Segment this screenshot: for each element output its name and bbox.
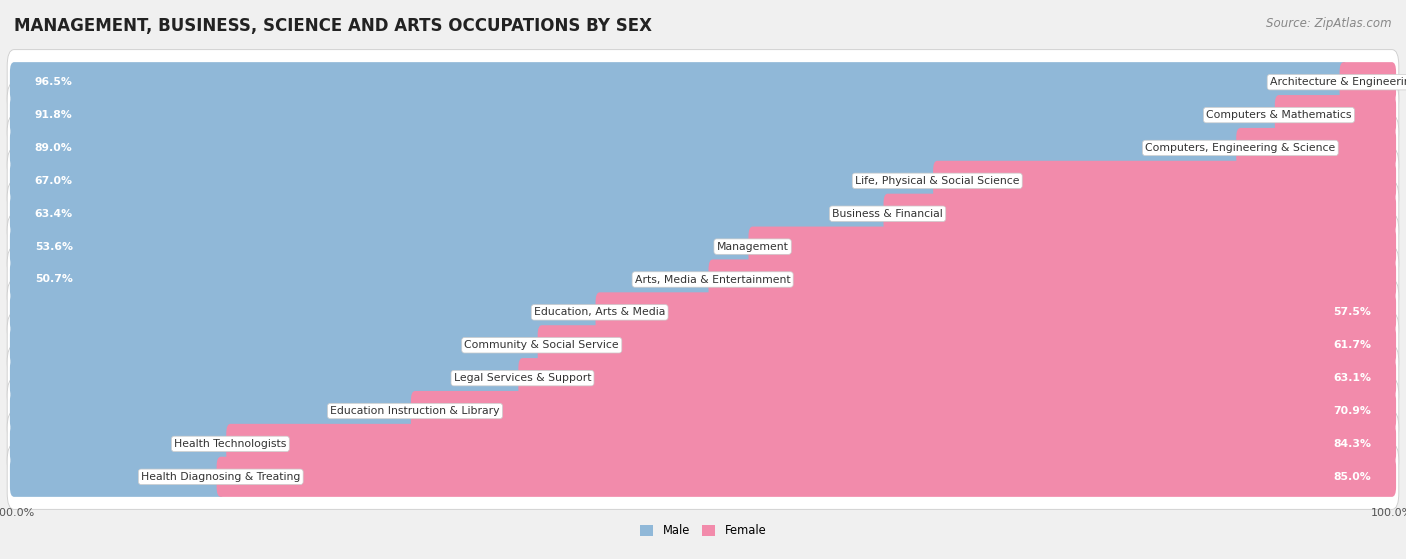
FancyBboxPatch shape <box>7 247 1399 312</box>
FancyBboxPatch shape <box>7 280 1399 345</box>
Text: Business & Financial: Business & Financial <box>832 209 943 219</box>
FancyBboxPatch shape <box>7 312 1399 378</box>
Text: 67.0%: 67.0% <box>35 176 73 186</box>
FancyBboxPatch shape <box>7 83 1399 148</box>
Text: Architecture & Engineering: Architecture & Engineering <box>1270 77 1406 87</box>
FancyBboxPatch shape <box>10 161 942 201</box>
FancyBboxPatch shape <box>10 128 1244 168</box>
FancyBboxPatch shape <box>10 391 419 431</box>
Text: Arts, Media & Entertainment: Arts, Media & Entertainment <box>636 274 790 285</box>
FancyBboxPatch shape <box>10 358 527 398</box>
Text: Legal Services & Support: Legal Services & Support <box>454 373 592 383</box>
FancyBboxPatch shape <box>411 391 1396 431</box>
Text: Management: Management <box>717 241 789 252</box>
Text: Community & Social Service: Community & Social Service <box>464 340 619 350</box>
FancyBboxPatch shape <box>537 325 1396 366</box>
Text: 57.5%: 57.5% <box>1333 307 1371 318</box>
Text: 36.9%: 36.9% <box>474 373 509 383</box>
FancyBboxPatch shape <box>10 325 546 366</box>
FancyBboxPatch shape <box>7 50 1399 115</box>
FancyBboxPatch shape <box>1236 128 1396 168</box>
Text: 84.3%: 84.3% <box>1333 439 1371 449</box>
Text: 53.6%: 53.6% <box>35 241 73 252</box>
Text: 50.7%: 50.7% <box>35 274 73 285</box>
Text: Education Instruction & Library: Education Instruction & Library <box>330 406 499 416</box>
FancyBboxPatch shape <box>883 193 1396 234</box>
FancyBboxPatch shape <box>7 214 1399 279</box>
Text: 42.5%: 42.5% <box>551 307 586 318</box>
FancyBboxPatch shape <box>7 148 1399 214</box>
FancyBboxPatch shape <box>10 62 1348 102</box>
Text: 89.0%: 89.0% <box>35 143 73 153</box>
FancyBboxPatch shape <box>596 292 1396 333</box>
FancyBboxPatch shape <box>217 457 1396 497</box>
FancyBboxPatch shape <box>10 424 235 464</box>
Text: 15.7%: 15.7% <box>183 439 217 449</box>
Text: Computers, Engineering & Science: Computers, Engineering & Science <box>1146 143 1336 153</box>
Legend: Male, Female: Male, Female <box>636 520 770 542</box>
FancyBboxPatch shape <box>10 457 225 497</box>
Text: Computers & Mathematics: Computers & Mathematics <box>1206 110 1351 120</box>
Text: MANAGEMENT, BUSINESS, SCIENCE AND ARTS OCCUPATIONS BY SEX: MANAGEMENT, BUSINESS, SCIENCE AND ARTS O… <box>14 17 652 35</box>
FancyBboxPatch shape <box>709 259 1396 300</box>
FancyBboxPatch shape <box>748 226 1396 267</box>
FancyBboxPatch shape <box>934 161 1396 201</box>
Text: Source: ZipAtlas.com: Source: ZipAtlas.com <box>1267 17 1392 30</box>
FancyBboxPatch shape <box>10 95 1284 135</box>
Text: 15.0%: 15.0% <box>173 472 207 482</box>
FancyBboxPatch shape <box>7 181 1399 247</box>
Text: 91.8%: 91.8% <box>35 110 73 120</box>
FancyBboxPatch shape <box>1275 95 1396 135</box>
Text: Life, Physical & Social Science: Life, Physical & Social Science <box>855 176 1019 186</box>
FancyBboxPatch shape <box>10 193 891 234</box>
Text: Health Diagnosing & Treating: Health Diagnosing & Treating <box>141 472 301 482</box>
FancyBboxPatch shape <box>1340 62 1396 102</box>
FancyBboxPatch shape <box>7 345 1399 411</box>
FancyBboxPatch shape <box>7 115 1399 181</box>
Text: 70.9%: 70.9% <box>1333 406 1371 416</box>
Text: Health Technologists: Health Technologists <box>174 439 287 449</box>
Text: 63.1%: 63.1% <box>1333 373 1371 383</box>
Text: 61.7%: 61.7% <box>1333 340 1371 350</box>
Text: 96.5%: 96.5% <box>35 77 73 87</box>
FancyBboxPatch shape <box>10 226 756 267</box>
Text: 29.1%: 29.1% <box>367 406 401 416</box>
Text: 38.3%: 38.3% <box>494 340 529 350</box>
FancyBboxPatch shape <box>519 358 1396 398</box>
Text: Education, Arts & Media: Education, Arts & Media <box>534 307 665 318</box>
FancyBboxPatch shape <box>7 378 1399 444</box>
Text: 85.0%: 85.0% <box>1333 472 1371 482</box>
FancyBboxPatch shape <box>7 411 1399 476</box>
Text: 63.4%: 63.4% <box>35 209 73 219</box>
FancyBboxPatch shape <box>10 292 603 333</box>
FancyBboxPatch shape <box>10 259 717 300</box>
FancyBboxPatch shape <box>226 424 1396 464</box>
FancyBboxPatch shape <box>7 444 1399 509</box>
